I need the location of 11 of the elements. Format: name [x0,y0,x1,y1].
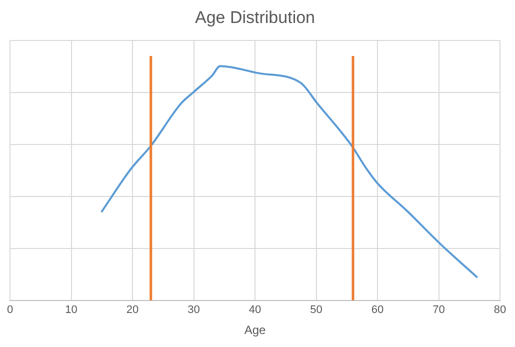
x-tick-label: 0 [6,304,14,316]
x-tick-label: 10 [65,304,78,316]
chart-title: Age Distribution [194,8,316,27]
x-tick-label: 30 [188,304,200,316]
x-axis-title: Age [244,323,266,338]
x-tick-label: 40 [248,304,262,316]
x-tick-label: 60 [371,304,384,316]
x-tick-label: 20 [126,304,139,316]
x-tick-label: 80 [494,304,506,316]
x-tick-label: 50 [310,304,322,316]
x-tick-label: 70 [432,304,445,316]
